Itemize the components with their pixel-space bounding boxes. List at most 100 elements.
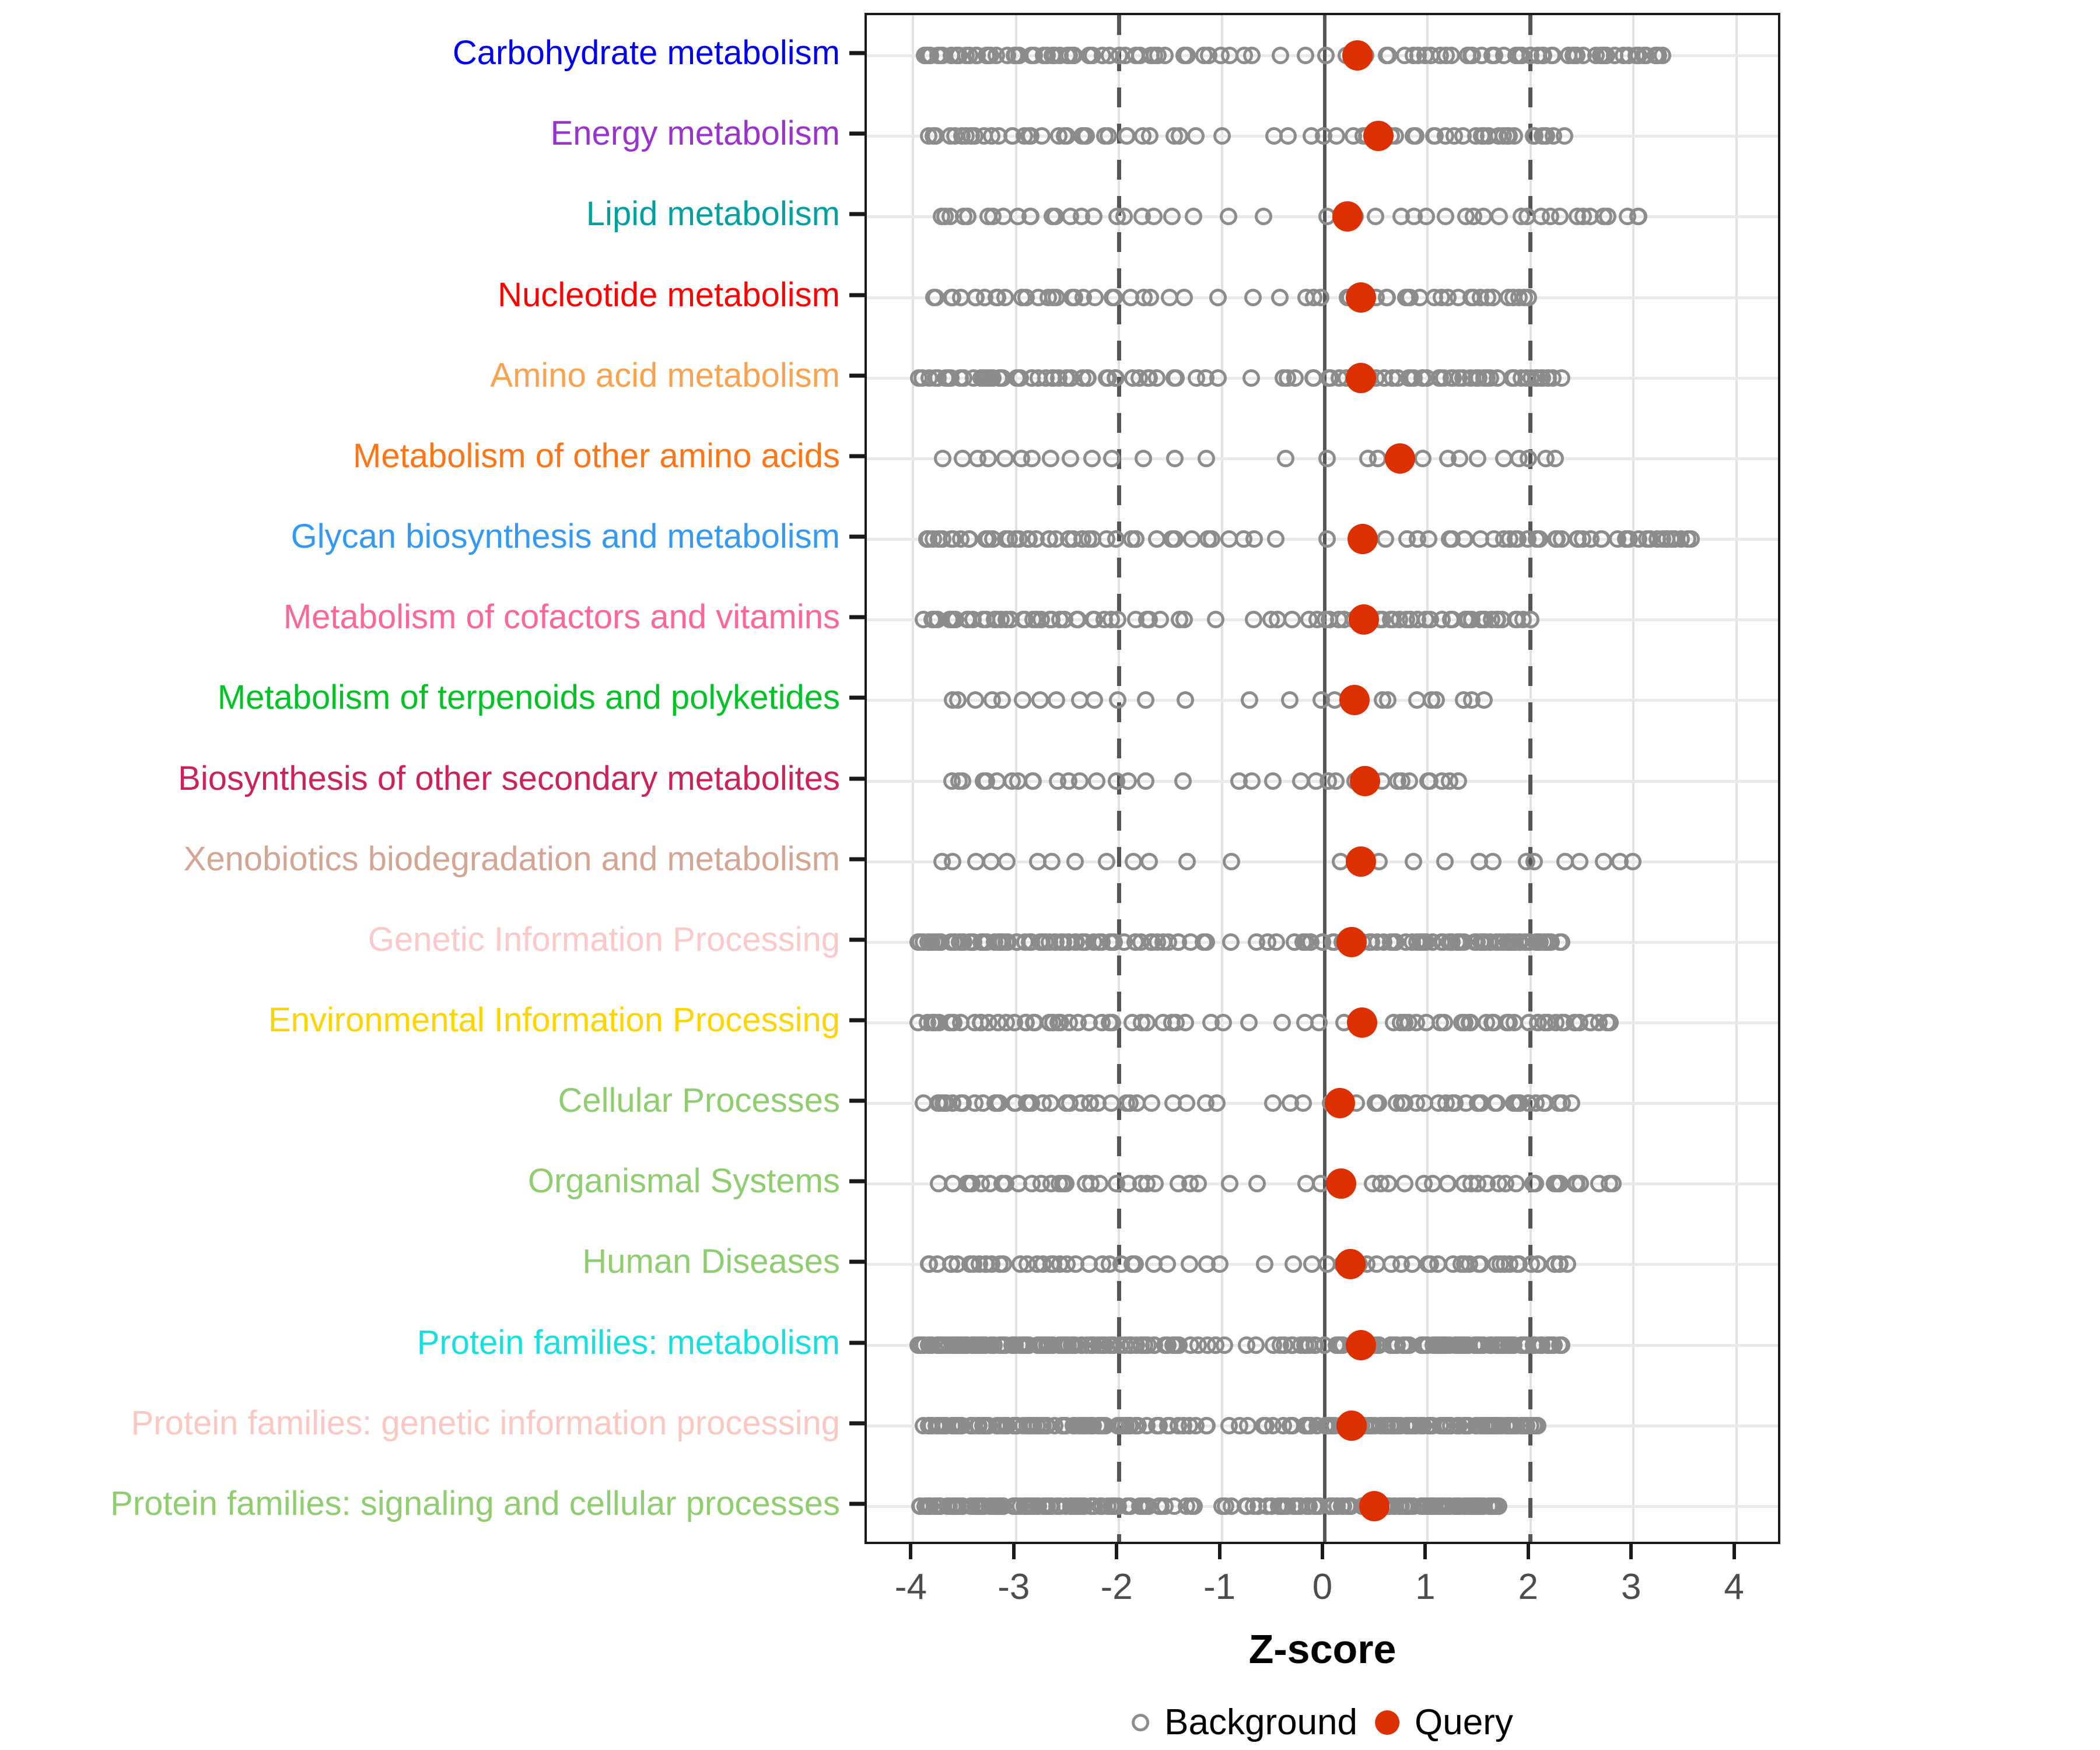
- background-point: [1023, 449, 1041, 467]
- x-axis-title: Z-score: [1248, 1626, 1396, 1672]
- background-point: [1519, 288, 1537, 306]
- y-axis-tick: [849, 373, 864, 378]
- background-point: [1175, 288, 1194, 306]
- x-axis-tick-label: 4: [1724, 1567, 1744, 1607]
- x-axis-tick-label: -4: [894, 1567, 927, 1607]
- background-point: [1033, 127, 1051, 145]
- background-point: [1242, 369, 1261, 387]
- y-axis-tick: [849, 615, 864, 620]
- x-axis-tick-label: 1: [1415, 1567, 1436, 1607]
- background-point: [1142, 288, 1160, 306]
- background-point: [1099, 127, 1117, 145]
- background-point: [996, 288, 1014, 306]
- background-point: [1076, 127, 1094, 145]
- background-point: [1171, 127, 1189, 145]
- background-point: [1115, 208, 1133, 226]
- background-point: [1311, 288, 1329, 306]
- x-axis-tick: [1321, 1544, 1324, 1559]
- threshold-reference-line: [1528, 15, 1533, 1542]
- y-axis-category-label: Environmental Information Processing: [268, 1000, 840, 1039]
- y-axis-category-label: Organismal Systems: [527, 1162, 840, 1200]
- y-axis-tick: [849, 776, 864, 780]
- y-axis-category-label: Genetic Information Processing: [368, 920, 840, 958]
- vertical-gridline: [1735, 15, 1738, 1542]
- background-point: [1367, 208, 1385, 226]
- y-axis-category-label: Lipid metabolism: [586, 195, 840, 233]
- y-axis-category-label: Human Diseases: [582, 1242, 840, 1281]
- chart-legend: Background Query: [1132, 1702, 1513, 1743]
- background-point: [1141, 127, 1159, 145]
- background-point: [1079, 369, 1097, 387]
- background-point: [1244, 288, 1262, 306]
- background-point: [1209, 369, 1227, 387]
- x-axis-tick-label: -3: [998, 1567, 1030, 1607]
- y-axis-category-label: Carbohydrate metabolism: [452, 34, 840, 72]
- background-point: [1286, 369, 1304, 387]
- x-axis-tick-label: -1: [1203, 1567, 1236, 1607]
- background-point: [958, 208, 977, 226]
- y-axis-category-label: Protein families: metabolism: [416, 1323, 840, 1362]
- background-point: [1167, 369, 1185, 387]
- y-axis-category-label: Metabolism of terpenoids and polyketides: [217, 678, 840, 717]
- y-axis-category-label: Xenobiotics biodegradation and metabolis…: [183, 839, 840, 878]
- y-axis-category-label: Cellular Processes: [558, 1082, 840, 1120]
- y-axis-category-label: Amino acid metabolism: [490, 356, 840, 394]
- y-axis-tick: [849, 454, 864, 459]
- y-axis-category-label: Metabolism of cofactors and vitamins: [283, 598, 840, 636]
- background-point: [1213, 127, 1231, 145]
- x-axis-tick: [1115, 1544, 1119, 1559]
- background-point: [1185, 208, 1203, 226]
- background-point: [1186, 127, 1205, 145]
- background-point: [1104, 288, 1122, 306]
- legend-item-background[interactable]: Background: [1132, 1702, 1357, 1743]
- background-point: [1653, 47, 1671, 65]
- x-axis-tick: [1217, 1544, 1222, 1559]
- background-point: [1178, 47, 1196, 65]
- legend-item-query[interactable]: Query: [1375, 1702, 1513, 1743]
- plot-panel: [864, 13, 1780, 1544]
- background-point: [1062, 449, 1080, 467]
- y-axis-tick: [849, 1421, 864, 1426]
- legend-label-query: Query: [1415, 1702, 1513, 1742]
- background-point: [1556, 127, 1574, 145]
- background-point: [1242, 47, 1261, 65]
- background-point: [1550, 208, 1569, 226]
- y-axis-category-label: Glycan biosynthesis and metabolism: [290, 517, 840, 556]
- horizontal-gridline: [867, 860, 1778, 863]
- background-point: [1270, 288, 1289, 306]
- background-point: [1107, 369, 1125, 387]
- background-point: [1255, 208, 1273, 226]
- background-point: [1418, 208, 1436, 226]
- y-axis-tick: [849, 212, 864, 216]
- background-point: [996, 449, 1014, 467]
- background-point: [1085, 208, 1103, 226]
- y-axis-tick: [849, 51, 864, 55]
- y-axis-category-label: Energy metabolism: [550, 114, 840, 153]
- background-point: [1163, 208, 1181, 226]
- background-point: [1271, 47, 1289, 65]
- background-point: [1543, 47, 1561, 65]
- y-axis-tick: [849, 293, 864, 298]
- legend-label-background: Background: [1164, 1702, 1358, 1742]
- x-axis-tick-label: -2: [1100, 1567, 1133, 1607]
- background-point: [1437, 47, 1455, 65]
- y-axis-tick: [849, 1018, 864, 1023]
- background-point: [979, 449, 998, 467]
- background-point: [1483, 288, 1502, 306]
- background-point: [1063, 47, 1082, 65]
- background-point: [1093, 47, 1111, 65]
- y-axis-tick: [849, 937, 864, 942]
- background-point: [1378, 288, 1396, 306]
- x-axis-tick-label: 3: [1620, 1567, 1642, 1607]
- y-axis-tick: [849, 131, 864, 136]
- y-axis-tick: [849, 1259, 864, 1264]
- background-point: [1296, 47, 1314, 65]
- y-axis-tick: [849, 1340, 864, 1345]
- background-point: [1086, 288, 1104, 306]
- background-point: [1317, 47, 1335, 65]
- x-axis-tick-label: 2: [1518, 1567, 1539, 1607]
- background-point: [934, 449, 952, 467]
- background-point: [1630, 208, 1648, 226]
